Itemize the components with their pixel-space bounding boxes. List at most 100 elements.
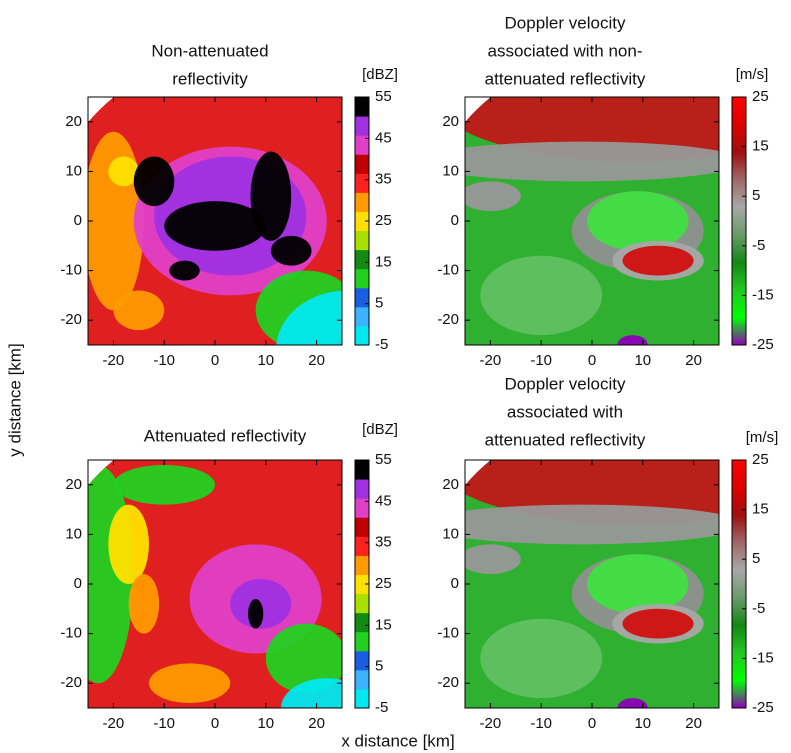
colorbar-tick-label: 5 xyxy=(375,295,383,312)
colorbar-tick-label: 45 xyxy=(375,129,392,146)
title-box xyxy=(105,421,345,451)
colorbar-tick-label: -5 xyxy=(752,237,765,254)
colorbar-tick-label: 15 xyxy=(752,501,769,518)
field-patch xyxy=(113,464,215,505)
colorbar-bin xyxy=(355,211,369,232)
colorbar-tick-label: 45 xyxy=(375,492,392,509)
field-patch xyxy=(617,698,648,708)
y-tick-label: 20 xyxy=(65,113,82,130)
colorbar-label: [m/s] xyxy=(736,66,769,83)
x-tick-label: -20 xyxy=(103,352,125,369)
field-patch xyxy=(465,141,719,182)
x-tick-label: 20 xyxy=(308,352,325,369)
y-tick-label: 10 xyxy=(442,162,459,179)
field-patch xyxy=(169,260,200,281)
colorbar-label: [m/s] xyxy=(746,429,779,446)
colorbar-bin xyxy=(355,593,369,614)
colorbar-frame xyxy=(731,459,747,709)
field-patch xyxy=(465,181,521,212)
x-tick-label: -20 xyxy=(480,352,502,369)
colorbar-tick-label: 25 xyxy=(375,212,392,229)
colorbar-bin xyxy=(355,97,369,117)
y-tick-label: -10 xyxy=(437,625,459,642)
x-tick-label: 20 xyxy=(685,715,702,732)
y-tick-label: 10 xyxy=(442,525,459,542)
colorbar-bin xyxy=(355,479,369,499)
y-tick-label: 0 xyxy=(74,575,82,592)
colorbar-tick-label: 25 xyxy=(752,451,769,468)
colorbar xyxy=(732,97,746,345)
colorbar-tick-label: 15 xyxy=(375,616,392,633)
x-tick-label: 20 xyxy=(308,715,325,732)
field-patch xyxy=(164,201,266,251)
x-tick-label: -10 xyxy=(153,352,175,369)
y-tick-label: -20 xyxy=(60,311,82,328)
y-tick-label: 10 xyxy=(65,525,82,542)
title-box xyxy=(65,36,355,94)
y-tick-label: -20 xyxy=(60,674,82,691)
chart-title: Doppler velocity xyxy=(505,13,626,32)
x-tick-label: 10 xyxy=(634,352,651,369)
chart-title: associated with xyxy=(507,402,623,421)
x-tick-label: 0 xyxy=(588,352,596,369)
colorbar-bin xyxy=(355,249,369,270)
colorbar-bin xyxy=(355,555,369,575)
colorbar-label: [dBZ] xyxy=(362,66,398,83)
x-tick-label: 20 xyxy=(685,352,702,369)
field-patch xyxy=(480,255,603,336)
radar-field xyxy=(465,460,719,708)
chart-title: Doppler velocity xyxy=(505,374,626,393)
field-patch xyxy=(465,544,521,575)
colorbar-tick-label: 55 xyxy=(375,451,392,468)
field-patch xyxy=(586,191,689,251)
colorbar-tick-label: 5 xyxy=(752,187,760,204)
field-patch xyxy=(108,504,149,584)
colorbar-bin xyxy=(355,631,369,652)
field-patch xyxy=(128,574,160,634)
y-tick-label: 0 xyxy=(451,575,459,592)
colorbar-tick-label: -5 xyxy=(752,600,765,617)
x-tick-label: 0 xyxy=(211,715,219,732)
radar-field xyxy=(465,97,719,345)
field-patch xyxy=(275,290,342,345)
colorbar-tick-label: 15 xyxy=(752,138,769,155)
colorbar-tick-label: 15 xyxy=(375,253,392,270)
colorbar-bin xyxy=(355,688,369,709)
field-patch xyxy=(622,608,694,639)
chart-title: attenuated reflectivity xyxy=(485,430,646,449)
field-patch xyxy=(586,554,689,614)
y-tick-label: -10 xyxy=(60,625,82,642)
field-patch xyxy=(248,598,264,629)
title-box xyxy=(420,369,710,455)
colorbar-tick-label: 5 xyxy=(752,550,760,567)
field-patch xyxy=(270,235,312,266)
colorbar-label: [dBZ] xyxy=(362,421,398,438)
colorbar-bin xyxy=(355,650,369,671)
x-tick-label: 10 xyxy=(257,352,274,369)
y-tick-label: 20 xyxy=(65,476,82,493)
x-tick-label: -10 xyxy=(153,715,175,732)
x-tick-label: -20 xyxy=(103,715,125,732)
colorbar-bin xyxy=(355,268,369,289)
colorbar-bin xyxy=(355,116,369,136)
colorbar-bin xyxy=(355,154,369,174)
field-patch xyxy=(148,663,231,704)
colorbar-bin xyxy=(355,669,369,690)
colorbar-bin xyxy=(355,536,369,556)
colorbar-tick-label: 55 xyxy=(375,88,392,105)
chart-title: attenuated reflectivity xyxy=(485,69,646,88)
y-tick-label: 10 xyxy=(65,162,82,179)
chart-title: associated with non- xyxy=(488,41,643,60)
colorbar-tick-label: 5 xyxy=(375,658,383,675)
colorbar-bin xyxy=(355,460,369,480)
x-tick-label: 10 xyxy=(634,715,651,732)
colorbar-bin xyxy=(355,574,369,595)
colorbar-bin xyxy=(355,173,369,193)
radar-field xyxy=(88,97,342,345)
y-tick-label: -10 xyxy=(437,262,459,279)
y-tick-label: 0 xyxy=(451,212,459,229)
colorbar-tick-label: 35 xyxy=(375,171,392,188)
y-tick-label: -20 xyxy=(437,674,459,691)
field-patch xyxy=(465,460,719,525)
